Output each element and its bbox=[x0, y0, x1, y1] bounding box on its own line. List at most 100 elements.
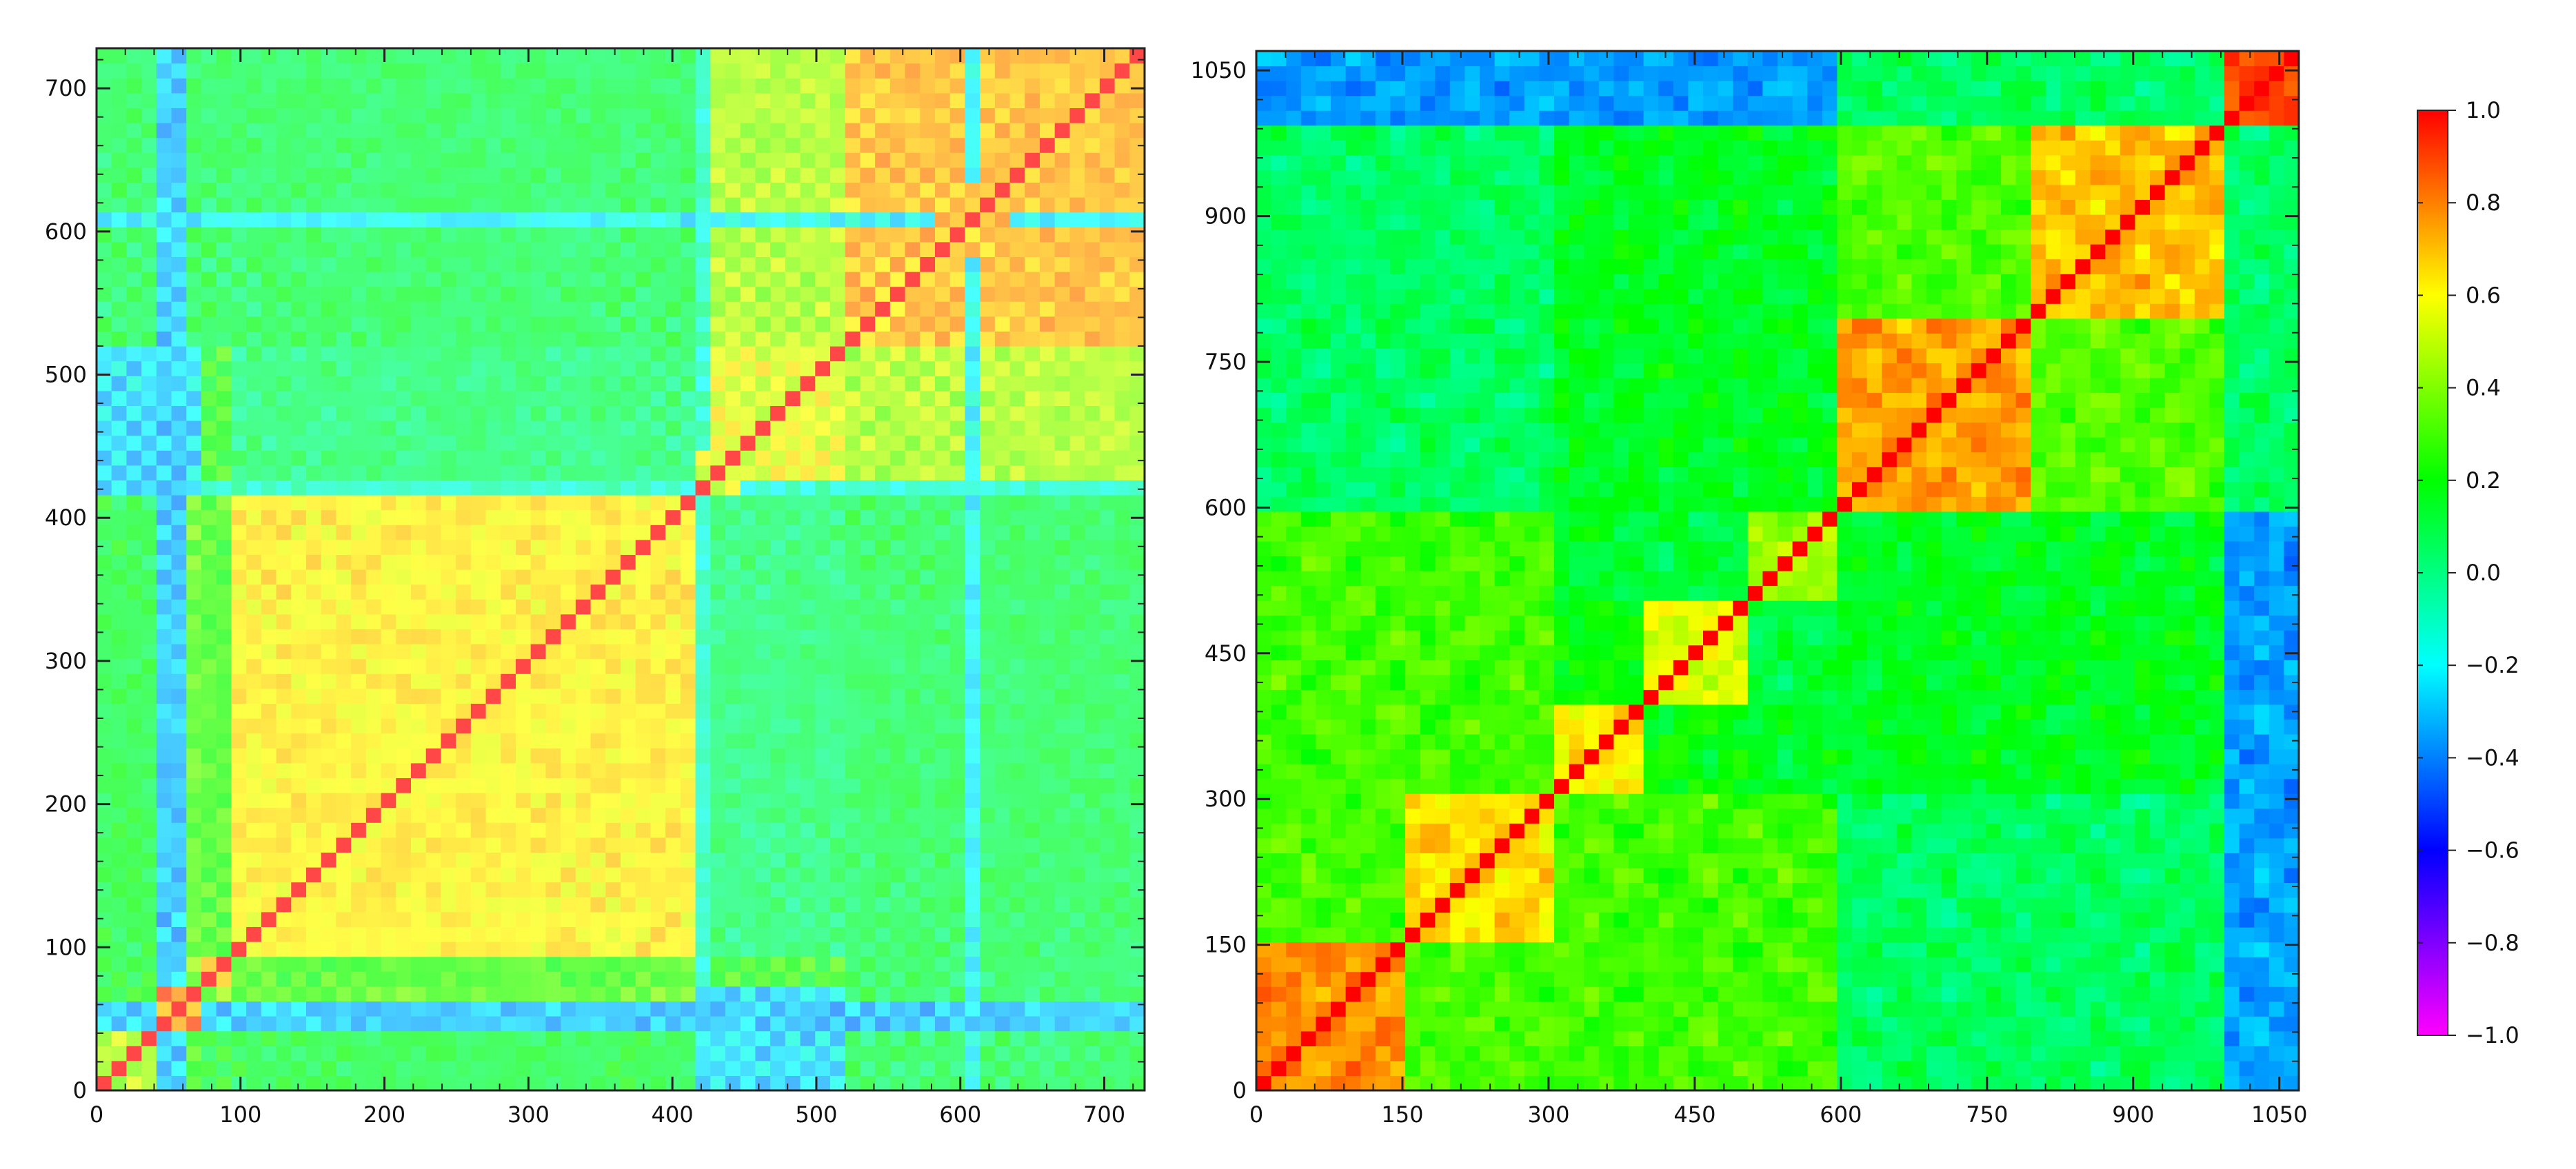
left-heatmap-cell bbox=[530, 554, 547, 570]
left-heatmap-cell bbox=[530, 777, 547, 793]
left-heatmap-cell bbox=[1099, 480, 1116, 496]
left-heatmap-cell bbox=[920, 644, 936, 660]
left-heatmap-cell bbox=[306, 807, 322, 823]
left-heatmap-cell bbox=[635, 837, 652, 853]
left-heatmap-cell bbox=[621, 911, 636, 927]
left-heatmap-cell bbox=[485, 539, 501, 555]
left-heatmap-cell bbox=[501, 852, 516, 868]
left-heatmap-cell bbox=[111, 599, 128, 615]
left-heatmap-cell bbox=[231, 762, 247, 778]
left-heatmap-cell bbox=[216, 152, 232, 168]
left-heatmap-cell bbox=[261, 837, 277, 853]
left-heatmap-cell bbox=[231, 286, 247, 302]
left-heatmap-cell bbox=[1129, 256, 1145, 272]
left-heatmap-cell bbox=[381, 316, 396, 332]
left-heatmap-cell bbox=[665, 137, 681, 153]
left-heatmap-cell bbox=[351, 108, 367, 123]
left-heatmap-cell bbox=[1069, 360, 1085, 376]
left-heatmap-cell bbox=[485, 1075, 501, 1091]
left-heatmap-cell bbox=[710, 897, 726, 913]
left-heatmap-cell bbox=[965, 346, 980, 362]
left-heatmap-cell bbox=[470, 197, 487, 213]
left-heatmap-cell bbox=[141, 1046, 157, 1061]
left-heatmap-cell bbox=[501, 1075, 516, 1091]
left-heatmap-cell bbox=[994, 867, 1011, 883]
left-heatmap-cell bbox=[830, 1075, 846, 1091]
left-heatmap-cell bbox=[1099, 777, 1116, 793]
left-heatmap-cell bbox=[545, 525, 561, 540]
left-heatmap-cell bbox=[1099, 1016, 1116, 1032]
left-heatmap-cell bbox=[755, 748, 771, 764]
left-heatmap-cell bbox=[126, 1030, 142, 1046]
left-heatmap-cell bbox=[740, 688, 756, 704]
left-heatmap-cell bbox=[994, 1046, 1011, 1061]
left-heatmap-cell bbox=[171, 212, 187, 227]
left-heatmap-cell bbox=[590, 331, 606, 347]
left-heatmap-cell bbox=[1009, 465, 1025, 480]
left-heatmap-cell bbox=[695, 435, 711, 451]
left-heatmap-cell bbox=[770, 182, 786, 198]
left-heatmap-cell bbox=[695, 613, 711, 629]
left-heatmap-cell bbox=[980, 1030, 996, 1046]
left-heatmap-cell bbox=[441, 167, 456, 183]
left-heatmap-cell bbox=[141, 911, 157, 927]
left-heatmap-cell bbox=[1025, 852, 1040, 868]
left-heatmap-cell bbox=[141, 390, 157, 406]
left-heatmap-cell bbox=[441, 92, 456, 108]
left-heatmap-cell bbox=[770, 376, 786, 392]
left-heatmap-cell bbox=[97, 777, 112, 793]
left-heatmap-cell bbox=[321, 405, 337, 421]
left-heatmap-cell bbox=[201, 197, 217, 213]
left-heatmap-cell bbox=[231, 256, 247, 272]
left-heatmap-cell bbox=[516, 599, 532, 615]
left-heatmap-cell bbox=[306, 1046, 322, 1061]
left-heatmap-cell bbox=[381, 942, 396, 957]
left-heatmap-cell bbox=[126, 256, 142, 272]
left-heatmap-cell bbox=[425, 718, 442, 734]
left-heatmap-cell bbox=[97, 301, 112, 317]
left-heatmap-cell bbox=[949, 613, 966, 629]
left-heatmap-cell bbox=[1054, 793, 1071, 809]
left-heatmap-cell bbox=[965, 867, 980, 883]
left-heatmap-cell bbox=[306, 867, 322, 883]
left-heatmap-cell bbox=[261, 1001, 277, 1017]
left-heatmap-cell bbox=[860, 48, 876, 64]
left-heatmap-cell bbox=[1085, 673, 1100, 689]
left-heatmap-cell bbox=[875, 688, 891, 704]
left-heatmap-cell bbox=[306, 1060, 322, 1076]
left-heatmap-cell bbox=[740, 1030, 756, 1046]
left-heatmap-cell bbox=[965, 435, 980, 451]
left-heatmap-cell bbox=[935, 256, 951, 272]
left-heatmap-cell bbox=[605, 1001, 621, 1017]
left-heatmap-cell bbox=[770, 882, 786, 897]
left-heatmap-cell bbox=[621, 212, 636, 227]
left-heatmap-cell bbox=[1129, 926, 1145, 942]
left-heatmap-cell bbox=[815, 346, 831, 362]
left-heatmap-cell bbox=[425, 241, 442, 257]
left-heatmap-cell bbox=[770, 301, 786, 317]
left-heatmap-cell bbox=[965, 807, 980, 823]
left-heatmap-cell bbox=[291, 152, 307, 168]
left-heatmap-cell bbox=[545, 509, 561, 525]
left-heatmap-cell bbox=[365, 926, 382, 942]
left-heatmap-cell bbox=[186, 1075, 202, 1091]
left-heatmap-cell bbox=[381, 376, 396, 392]
left-heatmap-cell bbox=[381, 301, 396, 317]
left-heatmap-cell bbox=[276, 390, 292, 406]
left-heatmap-cell bbox=[365, 123, 382, 139]
left-heatmap-cell bbox=[785, 986, 801, 1002]
left-heatmap-cell bbox=[770, 272, 786, 287]
left-heatmap-cell bbox=[396, 554, 412, 570]
left-heatmap-cell bbox=[1085, 480, 1100, 496]
left-heatmap-cell bbox=[516, 435, 532, 451]
left-heatmap-cell bbox=[1085, 926, 1100, 942]
left-heatmap-cell bbox=[1069, 584, 1085, 600]
left-heatmap-cell bbox=[875, 286, 891, 302]
left-heatmap-cell bbox=[530, 822, 547, 838]
left-heatmap-cell bbox=[171, 360, 187, 376]
left-heatmap-cell bbox=[111, 525, 128, 540]
left-heatmap-cell bbox=[425, 182, 442, 198]
left-heatmap-cell bbox=[516, 182, 532, 198]
left-heatmap-cell bbox=[1054, 167, 1071, 183]
left-heatmap-cell bbox=[501, 316, 516, 332]
